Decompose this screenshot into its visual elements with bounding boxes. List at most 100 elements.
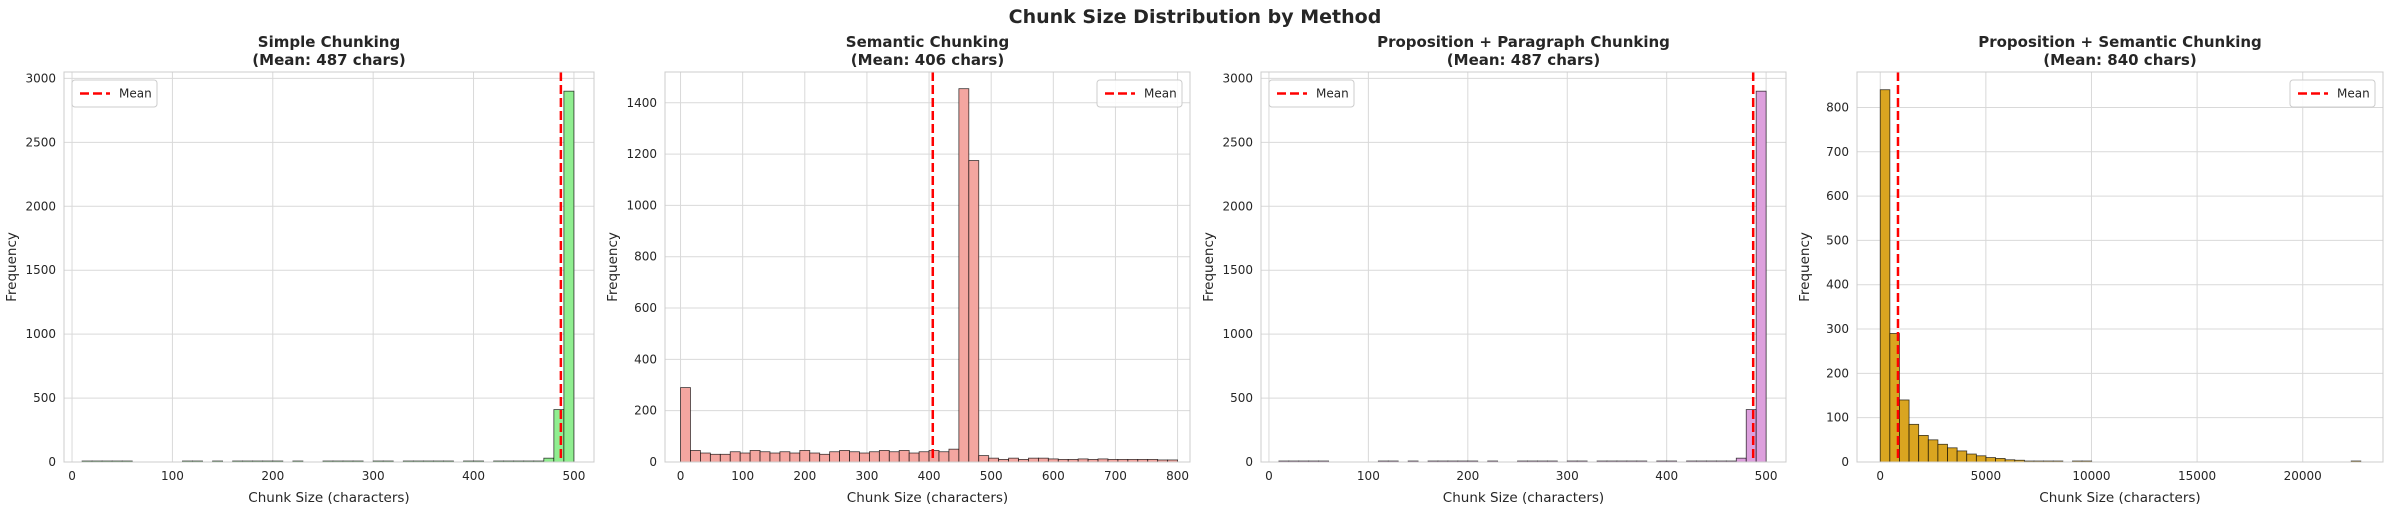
- histogram-bar: [869, 451, 880, 463]
- legend-label: Mean: [1316, 87, 1349, 101]
- histogram-bar: [799, 450, 811, 463]
- x-tick-label: 20000: [2284, 469, 2322, 483]
- x-tick-label: 200: [261, 469, 284, 483]
- x-axis-label: Chunk Size (characters): [847, 490, 1008, 506]
- histogram-bar: [1918, 435, 1929, 463]
- chart-subtitle: (Mean: 487 chars): [1447, 51, 1600, 69]
- plot-area: [665, 72, 1190, 462]
- y-tick-label: 800: [1826, 100, 1849, 114]
- plot-area: [64, 72, 594, 462]
- histogram-bar: [1755, 90, 1767, 463]
- x-tick-label: 800: [1166, 469, 1189, 483]
- histogram-bar: [1899, 399, 1910, 463]
- chart-title: Proposition + Semantic Chunking: [1978, 33, 2262, 51]
- y-tick-label: 200: [634, 404, 657, 418]
- y-tick-label: 1500: [25, 263, 56, 277]
- y-tick-label: 2000: [25, 199, 56, 213]
- histogram-bar: [1966, 453, 1977, 463]
- histogram-bar: [849, 451, 860, 463]
- x-tick-label: 10000: [2072, 469, 2110, 483]
- x-tick-label: 400: [918, 469, 941, 483]
- histogram-bar: [809, 452, 821, 463]
- y-tick-label: 1400: [626, 96, 657, 110]
- histogram-bar: [700, 452, 711, 463]
- histogram-bar: [948, 448, 960, 463]
- legend-box: [1268, 79, 1355, 108]
- figure-title: Chunk Size Distribution by Method: [1008, 6, 1382, 28]
- histogram-bar: [859, 452, 870, 463]
- x-tick-label: 500: [1755, 469, 1778, 483]
- histogram-bar: [819, 453, 831, 463]
- x-tick-label: 0: [1265, 469, 1273, 483]
- y-tick-label: 700: [1826, 145, 1849, 159]
- axes-frame: [63, 71, 595, 463]
- chart-panel-3: 0 100 200 300 400 500 0 500 1000 1500 2000 2500 3000…: [1201, 33, 1787, 506]
- x-tick-label: 200: [1456, 469, 1479, 483]
- plot-area: [1857, 72, 2383, 462]
- y-tick-label: 500: [1230, 391, 1253, 405]
- histogram-bar: [1038, 457, 1049, 463]
- histogram-bar: [759, 451, 771, 463]
- axes-frame: [664, 71, 1191, 463]
- x-tick-label: 5000: [1971, 469, 2002, 483]
- y-tick-label: 1000: [1222, 327, 1253, 341]
- y-tick-label: 2500: [1222, 135, 1253, 149]
- y-tick-label: 600: [1826, 189, 1849, 203]
- x-tick-label: 400: [1655, 469, 1678, 483]
- y-tick-label: 1000: [626, 198, 657, 212]
- x-tick-label: 400: [462, 469, 485, 483]
- histogram-bar: [1745, 409, 1757, 463]
- legend-label: Mean: [119, 87, 152, 101]
- histogram-bar: [1975, 455, 1987, 463]
- x-axis-label: Chunk Size (characters): [2039, 490, 2200, 506]
- histogram-bar: [1735, 457, 1747, 463]
- axes-frame: [1856, 71, 2384, 463]
- histogram-bar: [739, 452, 751, 463]
- histogram-bar: [749, 450, 761, 463]
- histogram-bar: [978, 455, 990, 463]
- y-axis-label: Frequency: [4, 232, 20, 302]
- histogram-bar: [888, 451, 900, 463]
- legend-label: Mean: [2337, 87, 2370, 101]
- histogram-bar: [1908, 423, 1920, 463]
- histogram-bar: [709, 453, 721, 463]
- y-tick-label: 2000: [1222, 199, 1253, 213]
- plot-area: [1261, 72, 1786, 462]
- y-tick-label: 3000: [25, 71, 56, 85]
- histogram-bar: [553, 409, 565, 463]
- histogram-bar: [719, 453, 731, 463]
- histogram-bar: [543, 457, 555, 463]
- histogram-bar: [938, 451, 950, 463]
- y-tick-label: 800: [634, 250, 657, 264]
- x-tick-label: 0: [1876, 469, 1884, 483]
- chart-title: Proposition + Paragraph Chunking: [1377, 33, 1670, 51]
- x-tick-label: 300: [855, 469, 878, 483]
- x-tick-label: 200: [793, 469, 816, 483]
- histogram-bar: [1937, 443, 1948, 463]
- histogram-bar: [769, 452, 781, 463]
- histogram-bar: [988, 457, 1000, 463]
- y-tick-label: 3000: [1222, 71, 1253, 85]
- chart-subtitle: (Mean: 487 chars): [252, 51, 405, 69]
- x-tick-label: 0: [677, 469, 685, 483]
- histogram-bar: [958, 88, 970, 463]
- y-tick-label: 2500: [25, 135, 56, 149]
- histogram-bar: [968, 160, 980, 463]
- chart-title: Simple Chunking: [258, 33, 400, 51]
- x-tick-label: 100: [161, 469, 184, 483]
- x-tick-label: 500: [980, 469, 1003, 483]
- x-axis-label: Chunk Size (characters): [1443, 490, 1604, 506]
- histogram-bar: [878, 450, 890, 463]
- y-axis-label: Frequency: [605, 232, 621, 302]
- y-tick-label: 1200: [626, 147, 657, 161]
- legend-box: [1096, 79, 1183, 108]
- chart-panel-4: 0 5000 10000 15000 20000 0 100 200 300 400 500 600 7…: [1797, 33, 2384, 506]
- y-tick-label: 200: [1826, 366, 1849, 380]
- histogram-bar: [680, 387, 691, 463]
- y-tick-label: 0: [1245, 455, 1253, 469]
- x-tick-label: 15000: [2178, 469, 2216, 483]
- y-axis-label: Frequency: [1201, 232, 1217, 302]
- y-tick-label: 400: [634, 352, 657, 366]
- y-tick-label: 600: [634, 301, 657, 315]
